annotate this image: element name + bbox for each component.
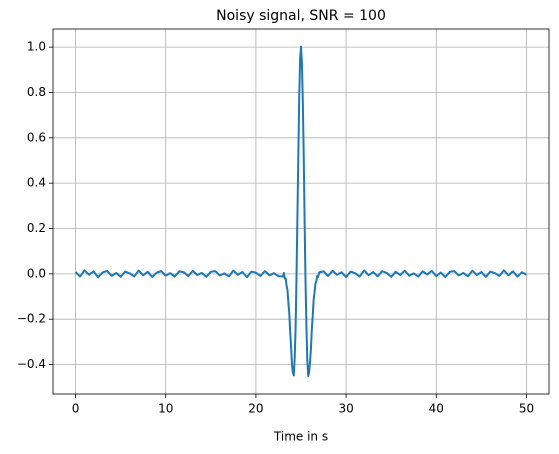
x-tick-label: 50 <box>519 402 534 416</box>
chart-title: Noisy signal, SNR = 100 <box>216 8 386 24</box>
y-tick-label: 0.6 <box>27 130 46 144</box>
x-tick-label: 10 <box>158 402 173 416</box>
y-tick-label: 0.4 <box>27 176 46 190</box>
x-tick-label: 40 <box>429 402 444 416</box>
y-tick-label: −0.4 <box>17 357 46 371</box>
x-axis-label: Time in s <box>273 430 328 444</box>
y-tick-label: 0.8 <box>27 85 46 99</box>
y-tick-label: 0.0 <box>27 266 46 280</box>
x-tick-label: 20 <box>248 402 263 416</box>
x-tick-label: 30 <box>338 402 353 416</box>
plot-frame <box>52 28 550 395</box>
y-tick-label: −0.2 <box>17 312 46 326</box>
y-tick-label: 0.2 <box>27 221 46 235</box>
x-tick-label: 0 <box>72 402 80 416</box>
y-tick-label: 1.0 <box>27 40 46 54</box>
data-line <box>74 45 527 378</box>
